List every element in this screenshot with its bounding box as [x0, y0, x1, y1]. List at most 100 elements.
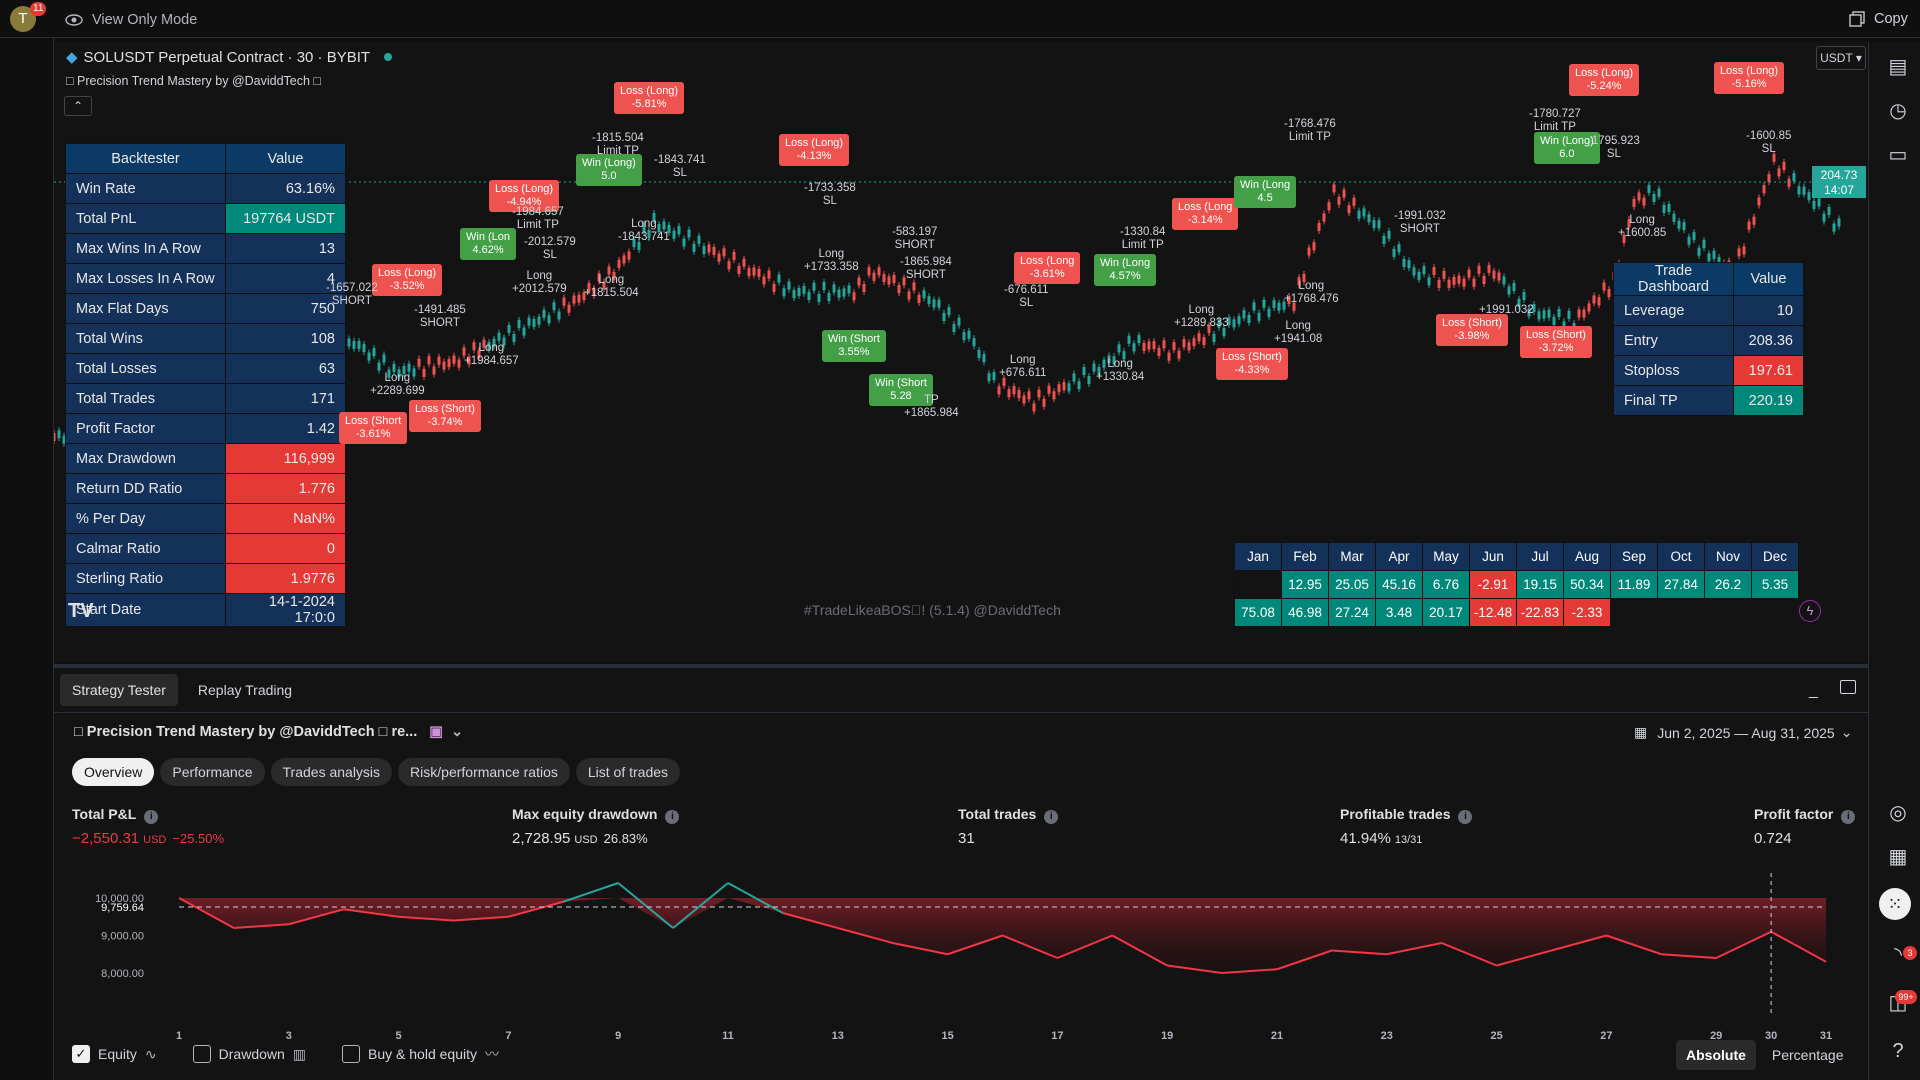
candle-body [1022, 395, 1026, 404]
month-header: Aug [1563, 542, 1611, 571]
candle-body [1167, 352, 1171, 361]
chat-icon[interactable]: ▭ [1888, 144, 1908, 166]
candle-body [967, 330, 971, 339]
stat-value: 41.94% [1340, 830, 1391, 847]
lightning-icon[interactable]: ϟ [1799, 600, 1821, 622]
tradingview-logo[interactable]: TV [68, 600, 94, 622]
info-icon[interactable]: i [1841, 810, 1856, 824]
info-icon[interactable]: i [144, 810, 159, 824]
candle-body [1172, 342, 1176, 351]
copy-button[interactable]: Copy [1848, 10, 1908, 28]
feed-icon[interactable]: ◝ [1894, 944, 1902, 966]
indicator-title[interactable]: □ Precision Trend Mastery by @DaviddTech… [66, 74, 321, 88]
equity-x-tick: 27 [1600, 1030, 1612, 1042]
mode-absolute[interactable]: Absolute [1676, 1040, 1756, 1070]
candle-body [1457, 275, 1461, 284]
equity-y-tick: 9,759.64 [101, 902, 144, 914]
candle-body [352, 340, 356, 349]
candle-body [382, 354, 386, 363]
candle-body [832, 284, 836, 293]
drawdown-checkbox[interactable] [192, 1045, 211, 1063]
candle-body [1332, 184, 1336, 193]
info-icon[interactable]: i [1044, 810, 1059, 824]
calendar-icon[interactable]: ▦ [1888, 846, 1908, 868]
stat-value-row: −2,550.31 USD −25.50% [72, 830, 224, 847]
candle-body [1742, 246, 1746, 255]
tab-strategy-tester[interactable]: Strategy Tester [60, 674, 178, 706]
price-chart[interactable]: ◆ SOLUSDT Perpetual Contract · 30 · BYBI… [54, 42, 1911, 693]
backtester-row: Max Losses In A Row 4 [65, 263, 346, 294]
candle-body [482, 339, 486, 348]
maximize-icon[interactable] [1840, 680, 1856, 694]
candle-body [1692, 232, 1696, 241]
stat-title-text: Profit factor [1754, 806, 1834, 822]
equity-chart[interactable]: 10,000.009,759.649,000.008,000.001 3 5 7 9 11… [54, 873, 1868, 1043]
subtab-overview[interactable]: Overview [72, 758, 155, 786]
stat-value: 31 [958, 830, 975, 847]
watchlist-icon[interactable]: ▤ [1888, 56, 1908, 78]
info-icon[interactable]: i [1458, 810, 1473, 824]
candle-body [1427, 277, 1431, 286]
candle-body [1737, 248, 1741, 257]
target-icon[interactable]: ◎ [1889, 802, 1907, 824]
symbol-header[interactable]: ◆ SOLUSDT Perpetual Contract · 30 · BYBI… [66, 48, 393, 66]
candle-body [1487, 264, 1491, 273]
buyhold-checkbox[interactable] [342, 1045, 361, 1063]
monthly-row: 12.95 25.05 45.16 6.76 -2.91 19.15 50.34 11.89 2… [1234, 570, 1799, 599]
candle-body [1802, 186, 1806, 195]
candle-body [942, 312, 946, 321]
candle-body [1097, 367, 1101, 376]
date-range-picker[interactable]: ▦ Jun 2, 2025 — Aug 31, 2025 ⌄ [1634, 724, 1852, 741]
candle-body [937, 299, 941, 308]
subtab-trades-analysis[interactable]: Trades analysis [270, 758, 393, 786]
copy-label: Copy [1874, 11, 1908, 27]
candle-body [1437, 279, 1441, 288]
currency-select[interactable]: USDT ▾ [1816, 46, 1866, 70]
candle-body [1792, 173, 1796, 182]
candle-body [512, 333, 516, 342]
strategy-selector[interactable]: □ Precision Trend Mastery by @DaviddTech… [74, 724, 463, 740]
equity-checkbox[interactable]: ✓ [72, 1045, 90, 1063]
subtab-performance[interactable]: Performance [160, 758, 265, 786]
month-header: Sep [1610, 542, 1658, 571]
candle-body [1602, 282, 1606, 291]
equity-segment [1057, 934, 1113, 959]
candle-body [1327, 202, 1331, 211]
subtab-risk-ratios[interactable]: Risk/performance ratios [398, 758, 570, 786]
candle-body [1252, 302, 1256, 311]
stat-title: Total trades i [958, 806, 1059, 824]
candle-body [912, 282, 916, 291]
candle-body [542, 309, 546, 318]
minimize-icon[interactable]: _ [1809, 682, 1818, 699]
equity-segment [343, 908, 399, 918]
help-icon[interactable]: ? [1892, 1040, 1904, 1062]
month-header: Feb [1281, 542, 1329, 571]
stat-title-text: Total trades [958, 806, 1037, 822]
candle-body [737, 266, 741, 275]
tab-replay-trading[interactable]: Replay Trading [197, 682, 293, 698]
candle-body [787, 281, 791, 290]
strategy-settings-icon[interactable]: ▣ [429, 724, 443, 740]
equity-segment [1222, 968, 1278, 974]
equity-x-tick: 11 [722, 1030, 734, 1042]
apps-grid-icon[interactable]: ⁙ [1879, 888, 1911, 920]
candle-body [1597, 297, 1601, 306]
monthly-row: 75.08 46.98 27.24 3.48 20.17 -12.48 -22.83 -2.3… [1234, 598, 1799, 627]
stat-title: Profitable trades i [1340, 806, 1473, 824]
candle-body [1062, 382, 1066, 391]
alarm-clock-icon[interactable]: ◷ [1889, 100, 1907, 122]
candle-body [1757, 197, 1761, 206]
info-icon[interactable]: i [665, 810, 680, 824]
view-only-label: View Only Mode [92, 12, 198, 28]
view-only-mode[interactable]: View Only Mode [64, 10, 197, 30]
metric-label: Total Trades [65, 383, 226, 414]
candle-body [1202, 337, 1206, 346]
trade-level-label: Long +1984.657 [464, 342, 519, 367]
candle-body [667, 224, 671, 233]
subtab-list-of-trades[interactable]: List of trades [575, 758, 681, 786]
candle-body [1402, 258, 1406, 267]
metric-value: 1.9776 [225, 563, 346, 594]
mode-percentage[interactable]: Percentage [1771, 1047, 1844, 1063]
collapse-button[interactable]: ⌃ [64, 96, 92, 116]
candle-body [567, 304, 571, 313]
